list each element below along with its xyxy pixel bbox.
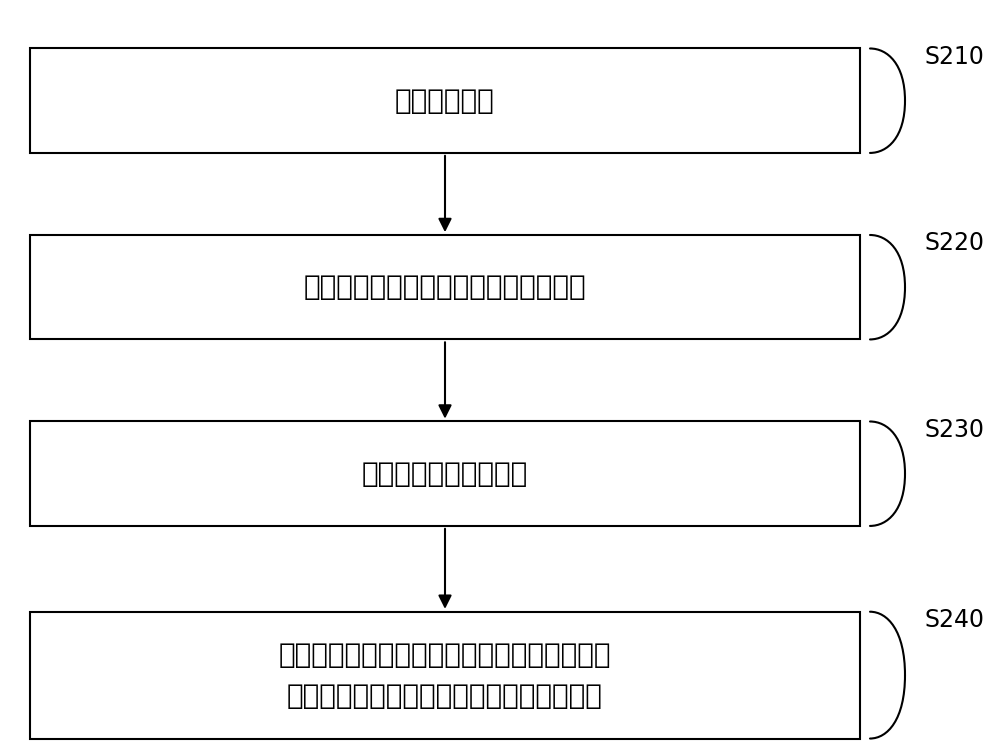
- Text: 制备线圈主体: 制备线圈主体: [395, 87, 495, 115]
- Text: 对上述导电浆体实施固化操作，得到导电线圈
，使得绝缘层位于线圈主体与导电线圈之间: 对上述导电浆体实施固化操作，得到导电线圈 ，使得绝缘层位于线圈主体与导电线圈之间: [279, 641, 611, 709]
- Text: S210: S210: [925, 45, 985, 69]
- Bar: [30, 421, 860, 526]
- Bar: [30, 48, 860, 153]
- Text: S220: S220: [925, 231, 985, 255]
- Bar: [30, 235, 860, 339]
- Text: 在间隙内填充导电浆体: 在间隙内填充导电浆体: [362, 460, 528, 488]
- Text: S240: S240: [925, 608, 985, 632]
- Text: 在线圈主体的线路的间隙内制备绝缘层: 在线圈主体的线路的间隙内制备绝缘层: [304, 273, 586, 301]
- Bar: [30, 612, 860, 739]
- Text: S230: S230: [925, 418, 985, 442]
